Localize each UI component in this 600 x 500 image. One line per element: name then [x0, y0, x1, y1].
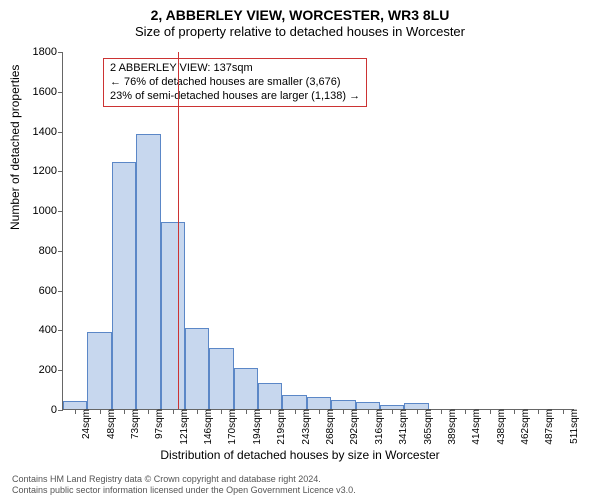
y-tick-mark — [58, 251, 63, 252]
y-tick-mark — [58, 410, 63, 411]
page-subtitle: Size of property relative to detached ho… — [0, 24, 600, 41]
x-tick-label: 389sqm — [445, 409, 458, 445]
y-axis-label: Number of detached properties — [8, 65, 22, 230]
page-title: 2, ABBERLEY VIEW, WORCESTER, WR3 8LU — [0, 6, 600, 24]
x-tick-mark — [124, 409, 125, 414]
y-tick-label: 800 — [23, 245, 63, 257]
y-tick-label: 1400 — [23, 126, 63, 138]
x-tick-label: 97sqm — [152, 409, 165, 439]
y-tick-mark — [58, 132, 63, 133]
y-tick-mark — [58, 291, 63, 292]
x-tick-label: 243sqm — [299, 409, 312, 445]
x-tick-mark — [368, 409, 369, 414]
x-tick-mark — [246, 409, 247, 414]
x-axis-label: Distribution of detached houses by size … — [0, 448, 600, 462]
x-tick-label: 341sqm — [396, 409, 409, 445]
footer-attribution: Contains HM Land Registry data © Crown c… — [12, 474, 356, 496]
y-tick-mark — [58, 330, 63, 331]
y-tick-label: 1000 — [23, 205, 63, 217]
x-tick-label: 121sqm — [177, 409, 190, 445]
x-tick-mark — [538, 409, 539, 414]
histogram-bar — [87, 332, 111, 409]
x-tick-mark — [563, 409, 564, 414]
x-tick-mark — [295, 409, 296, 414]
x-tick-label: 194sqm — [250, 409, 263, 445]
x-tick-label: 292sqm — [347, 409, 360, 445]
x-tick-label: 48sqm — [104, 409, 117, 439]
y-tick-label: 1800 — [23, 46, 63, 58]
x-tick-label: 73sqm — [128, 409, 141, 439]
x-tick-mark — [343, 409, 344, 414]
x-tick-label: 146sqm — [201, 409, 214, 445]
y-tick-mark — [58, 92, 63, 93]
property-marker-line — [178, 52, 179, 409]
histogram-bar — [209, 348, 233, 409]
histogram-bar — [307, 397, 331, 409]
x-tick-label: 438sqm — [494, 409, 507, 445]
x-tick-mark — [75, 409, 76, 414]
histogram-bar — [112, 162, 136, 409]
y-tick-label: 400 — [23, 324, 63, 336]
y-tick-label: 200 — [23, 364, 63, 376]
x-tick-mark — [465, 409, 466, 414]
x-tick-label: 365sqm — [421, 409, 434, 445]
histogram-bar — [63, 401, 87, 409]
histogram-bar — [282, 395, 306, 409]
annotation-line-3: 23% of semi-detached houses are larger (… — [110, 90, 360, 104]
x-tick-label: 268sqm — [323, 409, 336, 445]
footer-line-2: Contains public sector information licen… — [12, 485, 356, 496]
histogram-chart: 2 ABBERLEY VIEW: 137sqm ← 76% of detache… — [62, 52, 574, 410]
histogram-bar — [331, 400, 355, 409]
x-tick-mark — [490, 409, 491, 414]
y-tick-mark — [58, 370, 63, 371]
x-tick-mark — [392, 409, 393, 414]
x-tick-mark — [148, 409, 149, 414]
histogram-bar — [161, 222, 185, 409]
x-tick-mark — [417, 409, 418, 414]
y-tick-label: 600 — [23, 285, 63, 297]
annotation-box: 2 ABBERLEY VIEW: 137sqm ← 76% of detache… — [103, 58, 367, 107]
histogram-bar — [136, 134, 160, 409]
x-tick-label: 170sqm — [225, 409, 238, 445]
x-tick-mark — [100, 409, 101, 414]
histogram-bar — [185, 328, 209, 409]
annotation-line-2: ← 76% of detached houses are smaller (3,… — [110, 76, 360, 90]
x-tick-mark — [221, 409, 222, 414]
x-tick-label: 219sqm — [274, 409, 287, 445]
x-tick-mark — [514, 409, 515, 414]
histogram-bar — [234, 368, 258, 409]
y-tick-mark — [58, 211, 63, 212]
y-tick-mark — [58, 171, 63, 172]
x-tick-label: 462sqm — [518, 409, 531, 445]
y-tick-label: 1200 — [23, 165, 63, 177]
x-tick-mark — [319, 409, 320, 414]
annotation-line-1: 2 ABBERLEY VIEW: 137sqm — [110, 62, 360, 76]
y-tick-label: 0 — [23, 404, 63, 416]
x-tick-mark — [441, 409, 442, 414]
x-tick-label: 487sqm — [542, 409, 555, 445]
x-tick-label: 414sqm — [469, 409, 482, 445]
x-tick-mark — [173, 409, 174, 414]
x-tick-label: 511sqm — [567, 409, 580, 444]
histogram-bar — [356, 402, 380, 409]
x-tick-label: 316sqm — [372, 409, 385, 445]
x-tick-mark — [197, 409, 198, 414]
y-tick-label: 1600 — [23, 86, 63, 98]
x-tick-mark — [270, 409, 271, 414]
histogram-bar — [258, 383, 282, 409]
footer-line-1: Contains HM Land Registry data © Crown c… — [12, 474, 356, 485]
x-tick-label: 24sqm — [79, 409, 92, 439]
y-tick-mark — [58, 52, 63, 53]
